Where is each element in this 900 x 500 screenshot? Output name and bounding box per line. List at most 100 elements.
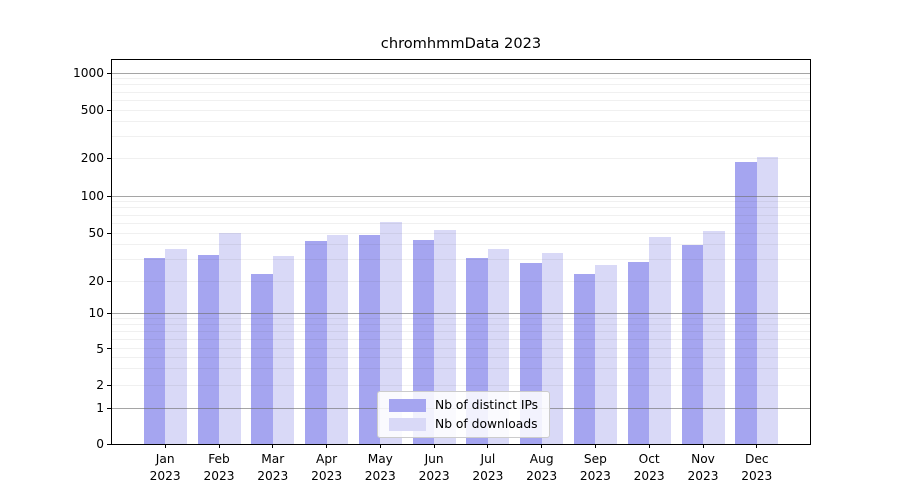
y-tick-mark [107,384,111,386]
x-tick-label: May 2023 [364,452,396,483]
gridline-minor [112,91,810,93]
gridline-major [112,72,810,74]
x-tick-mark [272,444,274,448]
legend-item: Nb of distinct IPs [389,398,538,412]
gridline-minor [112,384,810,386]
y-tick-label: 5 [96,341,104,356]
legend-item: Nb of downloads [389,417,538,431]
y-tick-label: 2 [96,378,104,392]
gridline-minor [112,157,810,159]
bar [143,258,166,444]
gridline-minor [112,348,810,349]
legend-swatch-downloads [389,417,426,431]
y-tick-mark [107,348,111,349]
x-tick-mark [326,444,328,448]
gridline-minor [112,259,810,261]
plot-area: Nb of distinct IPs Nb of downloads Jan 2… [73,59,811,483]
gridline-minor [112,317,810,319]
x-tick-mark [164,444,166,448]
x-tick-label: Apr 2023 [311,452,343,483]
gridline-minor [112,99,810,101]
gridline-minor [112,368,810,370]
bar [326,235,349,444]
x-tick-label: Jan 2023 [149,452,181,483]
x-tick-label: Jun 2023 [418,452,450,483]
gridline-minor [112,280,810,282]
gridline-minor [112,84,810,86]
x-tick-mark [756,444,758,448]
y-tick-label: 10 [88,306,104,320]
x-tick-mark [648,444,650,448]
gridline-major [112,312,810,314]
y-tick-label: 1 [96,401,104,415]
legend-label: Nb of downloads [435,417,538,431]
x-tick-label: Nov 2023 [687,452,719,483]
y-tick-label: 200 [80,151,104,165]
bar [735,162,757,444]
bar [165,248,187,444]
y-tick-mark [107,232,111,234]
bar [305,240,327,444]
gridline-minor [112,356,810,358]
x-tick-mark [594,444,596,448]
bar [703,230,725,444]
x-tick-label: Feb 2023 [203,452,235,483]
legend-label: Nb of distinct IPs [435,398,539,412]
y-tick-label: 500 [80,103,104,117]
y-tick-mark [107,157,111,159]
legend-swatch-distinct-ips [389,398,426,412]
x-tick-label: Mar 2023 [257,452,289,483]
y-tick-label: 0 [96,437,104,451]
chart-title: chromhmmData 2023 [380,35,542,52]
bar [573,273,596,444]
y-tick-mark [107,72,111,74]
gridline-minor [112,78,810,80]
y-tick-mark [107,407,111,409]
gridline-minor [112,136,810,138]
y-tick-label: 20 [88,274,104,288]
x-tick-mark [541,444,543,448]
x-tick-label: Oct 2023 [633,452,665,483]
x-tick-label: Aug 2023 [526,452,558,483]
bar [434,229,456,444]
bar [380,222,402,444]
gridline-minor [112,201,810,203]
gridline-minor [112,207,810,209]
bar [219,233,241,444]
x-tick-label: Jul 2023 [472,452,504,483]
gridline-minor [112,244,810,246]
x-tick-mark [702,444,704,448]
y-tick-mark [107,443,111,445]
gridline-minor [112,330,810,332]
x-tick-label: Dec 2023 [741,452,773,483]
bar [756,156,779,444]
legend: Nb of distinct IPs Nb of downloads [377,391,551,438]
x-tick-mark [218,444,220,448]
bar [197,254,219,444]
y-tick-mark [107,280,111,282]
y-tick-mark [107,195,111,197]
x-tick-mark [433,444,435,448]
y-tick-mark [107,109,111,111]
y-tick-label: 1000 [72,66,104,80]
gridline-minor [112,222,810,224]
gridline-minor [112,338,810,340]
gridline-minor [112,121,810,123]
x-tick-mark [487,444,489,448]
gridline-minor [112,323,810,325]
y-tick-label: 100 [80,189,104,203]
gridline-major [112,195,810,197]
gridline-minor [112,109,810,111]
x-tick-mark [379,444,381,448]
y-tick-mark [107,312,111,314]
gridline-minor [112,214,810,216]
gridline-minor [112,232,810,234]
x-tick-label: Sep 2023 [579,452,611,483]
bar [595,265,617,444]
bar [681,244,703,444]
bar [358,235,381,444]
bar [627,261,650,444]
bar [649,237,671,444]
y-tick-label: 50 [88,226,104,240]
